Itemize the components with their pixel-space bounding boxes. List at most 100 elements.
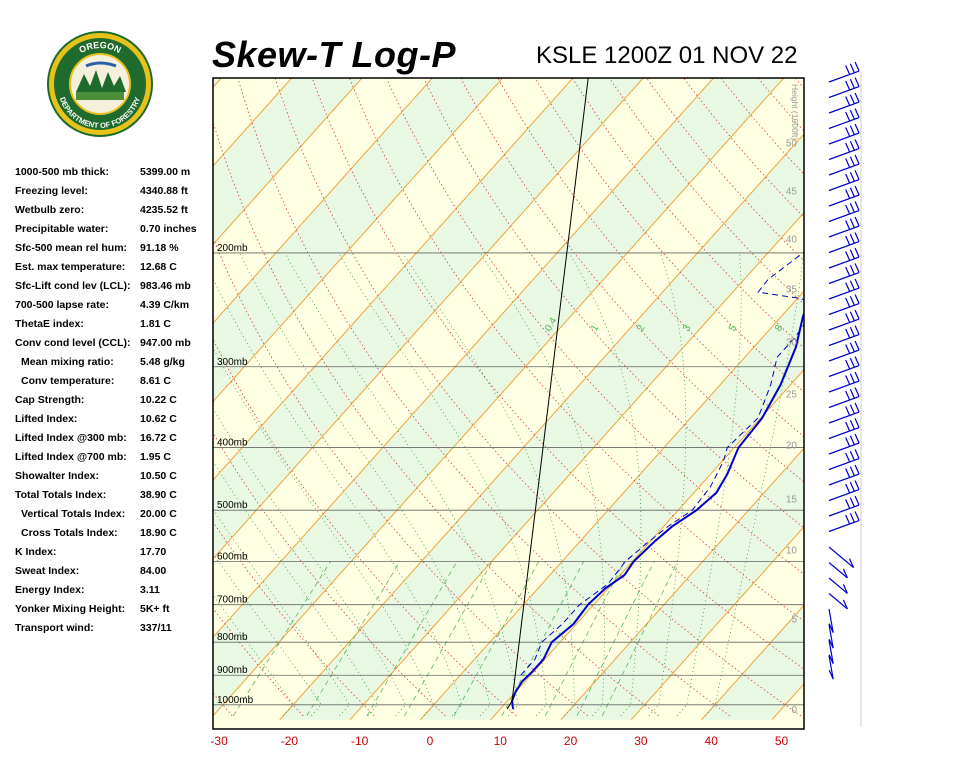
wind-barb-staff (828, 209, 860, 223)
wind-barb (828, 402, 860, 424)
wind-barb (828, 77, 860, 99)
wind-barb-flag (854, 170, 860, 180)
wind-barb-staff (828, 488, 860, 502)
height-tick-label: 10 (786, 545, 798, 556)
dry-adiabat (386, 78, 804, 575)
wind-barb-flag (849, 420, 855, 430)
wind-barb-flag (854, 61, 860, 72)
x-tick-label: -10 (351, 734, 369, 748)
isotherm (213, 78, 363, 246)
wind-barb-staff (828, 225, 860, 238)
wind-barb (828, 123, 860, 145)
isotherm (0, 29, 195, 720)
wind-barb-flag (845, 266, 851, 277)
wind-barb-flag (845, 375, 851, 385)
wind-barb (828, 546, 855, 569)
index-value: 12.68 C (140, 261, 177, 273)
wind-barb (828, 655, 834, 680)
moist-adiabat (213, 277, 463, 717)
wind-barb-staff (828, 442, 860, 455)
wind-barb-flag (854, 371, 860, 382)
wind-barb (828, 340, 860, 362)
index-value: 337/11 (140, 622, 172, 634)
wind-barb-flag (854, 232, 860, 242)
height-tick-label: 5 (791, 614, 797, 625)
wind-barb-flag (854, 418, 860, 428)
wind-barb-flag (845, 499, 851, 509)
wind-barb (828, 170, 860, 192)
wind-barbs (828, 61, 860, 680)
wind-barb-flag (854, 92, 860, 103)
wind-barb-flag (849, 358, 855, 368)
wind-barb-staff (828, 333, 860, 347)
wind-barb-flag (854, 247, 860, 258)
index-value: 16.72 C (140, 432, 177, 444)
wind-barb-flag (854, 294, 860, 304)
dry-adiabat (213, 338, 517, 717)
x-tick-label: 0 (427, 734, 434, 748)
wind-barb-staff (828, 577, 848, 594)
wind-barb-staff (828, 163, 860, 176)
isotherm (0, 29, 55, 720)
index-label: Mean mixing ratio: (21, 356, 114, 368)
index-label: Freezing level: (15, 185, 88, 197)
wind-barb-flag (854, 154, 860, 165)
mixing-ratio-label: 8 (773, 323, 786, 334)
dewpoint-trace (520, 251, 804, 676)
isotherm (842, 29, 960, 720)
wind-barb-flag (842, 599, 848, 610)
index-label: K Index: (15, 546, 57, 558)
index-value: 1.81 C (140, 318, 171, 330)
index-value: 5K+ ft (140, 603, 170, 615)
mixing-ratio-line (404, 561, 493, 716)
wind-barb (828, 387, 860, 409)
index-label: Cap Strength: (15, 394, 85, 406)
wind-barb-staff (828, 639, 834, 664)
wind-barb-flag (849, 280, 855, 291)
wind-barb-flag (849, 141, 855, 151)
wind-barb-flag (845, 452, 851, 463)
height-tick-label: 35 (786, 284, 798, 295)
isotherm (213, 78, 574, 481)
wind-barb-flag (849, 327, 855, 337)
wind-barb-flag (842, 568, 848, 579)
wind-barb-flag (845, 220, 851, 230)
wind-barb-flag (854, 433, 860, 444)
wind-barb (828, 562, 848, 579)
height-tick-label: 20 (786, 441, 798, 452)
index-label: Transport wind: (15, 622, 94, 634)
mixing-ratio-line (232, 561, 331, 717)
wind-barb-flag (849, 311, 855, 322)
x-tick-label: 40 (705, 734, 719, 748)
isotherm (213, 78, 644, 560)
index-value: 5.48 g/kg (140, 356, 185, 368)
wind-barb-flag (854, 185, 860, 196)
wind-barb-staff (828, 178, 860, 192)
isobar-label: 500mb (217, 500, 248, 511)
wind-barb-staff (828, 395, 860, 409)
x-tick-label: -30 (210, 734, 228, 748)
wind-barb-flag (845, 344, 851, 354)
height-axis-label: Height (1000ft) (790, 84, 800, 140)
wind-barb-flag (849, 404, 855, 415)
index-label: Sweat Index: (15, 565, 80, 577)
wind-barb-flag (854, 356, 860, 366)
wind-barb (828, 278, 860, 300)
index-label: 700-500 lapse rate: (15, 299, 109, 311)
index-label: ThetaE index: (15, 318, 84, 330)
index-label: Lifted Index @300 mb: (15, 432, 127, 444)
wind-barb-flag (854, 511, 860, 521)
wind-barb-flag (854, 449, 860, 459)
wind-barb-flag (845, 421, 851, 432)
wind-barb-flag (842, 584, 848, 594)
plot-frame (212, 77, 805, 730)
wind-barb-staff (828, 546, 854, 569)
station-time-label: KSLE 1200Z 01 NOV 22 (536, 42, 798, 69)
wind-barb-flag (849, 234, 855, 244)
wind-barb (828, 608, 834, 633)
wind-barb (828, 309, 860, 331)
x-tick-label: -20 (281, 734, 299, 748)
wind-barb-staff (828, 562, 848, 579)
wind-barb-flag (854, 263, 860, 273)
wind-barb-flag (854, 77, 860, 87)
